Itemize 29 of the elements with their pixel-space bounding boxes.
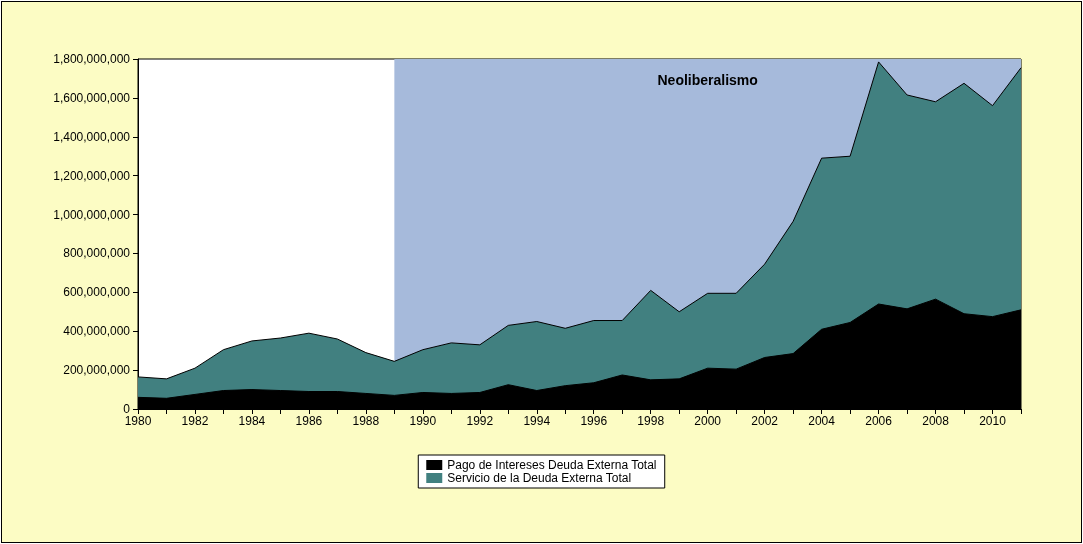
y-tick-label: 200,000,000 xyxy=(63,363,131,378)
x-tick-label: 1982 xyxy=(181,414,209,428)
x-tick-label: 1984 xyxy=(238,414,266,428)
x-tick-label: 2008 xyxy=(922,414,950,428)
x-tick-label: 1998 xyxy=(637,414,665,428)
y-tick-label: 0 xyxy=(123,402,131,416)
x-tick-label: 1992 xyxy=(466,414,494,428)
legend-label: Servicio de la Deuda Externa Total xyxy=(447,471,632,485)
y-tick-label: 1,200,000,000 xyxy=(53,168,131,183)
x-tick-label: 2006 xyxy=(865,414,893,428)
x-tick-label: 2000 xyxy=(694,414,722,428)
x-tick-label: 2002 xyxy=(751,414,779,428)
x-tick-label: 1986 xyxy=(295,414,323,428)
x-tick-label: 1994 xyxy=(523,414,551,428)
x-tick-label: 2004 xyxy=(808,414,836,428)
x-tick-label: 2010 xyxy=(979,414,1007,428)
y-tick-label: 1,600,000,000 xyxy=(53,90,131,105)
x-tick-label: 1996 xyxy=(580,414,608,428)
y-tick-label: 1,800,000,000 xyxy=(53,52,131,66)
legend-label: Pago de Intereses Deuda Externa Total xyxy=(447,458,657,472)
y-tick-label: 1,400,000,000 xyxy=(53,129,131,144)
band-label: Neoliberalismo xyxy=(657,72,758,88)
y-tick-label: 1,000,000,000 xyxy=(53,207,131,222)
y-tick-label: 400,000,000 xyxy=(63,324,131,339)
x-tick-label: 1988 xyxy=(352,414,380,428)
y-tick-label: 600,000,000 xyxy=(63,285,131,300)
x-tick-label: 1980 xyxy=(124,414,152,428)
x-tick-label: 1990 xyxy=(409,414,437,428)
y-tick-label: 800,000,000 xyxy=(63,246,131,261)
